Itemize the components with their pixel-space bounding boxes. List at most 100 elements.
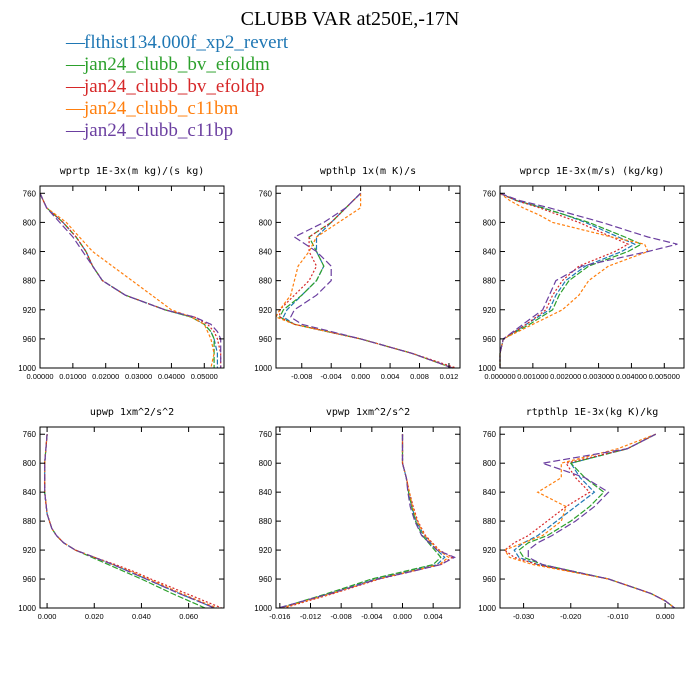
y-tick-label: 840 (483, 488, 497, 497)
y-tick-label: 800 (483, 459, 497, 468)
y-tick-label: 760 (259, 189, 273, 198)
x-tick-label: 0.000 (656, 612, 675, 621)
y-tick-label: 880 (23, 517, 37, 526)
series-line (39, 193, 215, 369)
legend-label: jan24_clubb_bv_efoldp (84, 76, 265, 97)
y-tick-label: 1000 (478, 604, 496, 613)
x-tick-label: 0.01000 (59, 372, 86, 381)
y-tick-label: 1000 (478, 364, 496, 373)
x-tick-label: 0.003000 (583, 372, 614, 381)
legend-item: —jan24_clubb_c11bp (66, 120, 288, 142)
x-tick-label: 0.005000 (649, 372, 680, 381)
y-tick-label: 800 (259, 459, 273, 468)
y-tick-label: 920 (483, 306, 497, 315)
series-line (499, 192, 643, 368)
series-line (44, 434, 215, 609)
x-tick-label: 0.004000 (616, 372, 647, 381)
series-line (289, 192, 453, 369)
legend-label: jan24_clubb_c11bp (84, 120, 234, 141)
series-line (278, 192, 453, 369)
y-tick-label: 760 (23, 430, 37, 439)
x-tick-label: 0.004 (381, 372, 400, 381)
y-tick-label: 800 (483, 218, 497, 227)
series-line (499, 192, 637, 368)
y-tick-label: 840 (23, 488, 37, 497)
y-tick-label: 920 (483, 546, 497, 555)
series-line (275, 193, 453, 369)
x-tick-label: -0.012 (300, 612, 321, 621)
legend: —flthist134.000f_xp2_revert —jan24_clubb… (66, 32, 288, 142)
x-tick-label: 0.000 (351, 372, 370, 381)
legend-item: —flthist134.000f_xp2_revert (66, 32, 288, 54)
y-tick-label: 760 (483, 430, 497, 439)
series-line (39, 193, 215, 368)
series-line (499, 192, 678, 368)
series-line (44, 434, 218, 609)
y-tick-label: 1000 (254, 364, 272, 373)
y-tick-label: 920 (23, 546, 37, 555)
y-tick-label: 920 (259, 306, 273, 315)
series-line (499, 192, 630, 368)
y-tick-label: 880 (259, 517, 273, 526)
legend-swatch: — (66, 76, 85, 97)
subplot: wprcp 1E-3x(m/s) (kg/kg) 760 800 840 880 920 9… (478, 166, 685, 381)
series-line (503, 433, 675, 609)
subplot: rtpthlp 1E-3x(kg K)/kg 760 800 840 880 920 960… (478, 407, 685, 621)
series-line (39, 193, 222, 368)
series-line (282, 192, 453, 369)
x-tick-label: 0.000 (393, 612, 412, 621)
y-tick-label: 800 (23, 459, 37, 468)
y-tick-label: 960 (259, 335, 273, 344)
x-tick-label: -0.010 (607, 612, 628, 621)
x-tick-label: 0.03000 (125, 372, 152, 381)
y-tick-label: 880 (23, 277, 37, 286)
figure-title: CLUBB VAR at250E,-17N (240, 8, 460, 30)
x-tick-label: -0.020 (560, 612, 581, 621)
y-tick-label: 920 (259, 546, 273, 555)
y-tick-label: 880 (483, 517, 497, 526)
legend-swatch: — (66, 32, 85, 53)
x-tick-label: -0.004 (361, 612, 382, 621)
series-line (278, 434, 457, 609)
x-tick-label: -0.008 (331, 612, 352, 621)
y-tick-label: 1000 (254, 604, 272, 613)
legend-swatch: — (66, 54, 85, 75)
x-tick-label: 0.04000 (158, 372, 185, 381)
y-tick-label: 920 (23, 306, 37, 315)
x-tick-label: 0.040 (132, 612, 151, 621)
subplot-title: wprtp 1E-3x(m kg)/(s kg) (60, 166, 205, 177)
x-tick-label: -0.030 (513, 612, 534, 621)
x-tick-label: -0.016 (269, 612, 290, 621)
subplot: upwp 1xm^2/s^2 760 800 840 880 920 960 10000.00… (18, 407, 225, 621)
y-tick-label: 1000 (18, 604, 36, 613)
y-tick-label: 760 (259, 430, 273, 439)
series-line (44, 434, 215, 609)
legend-label: jan24_clubb_bv_efoldm (84, 54, 270, 75)
series-line (44, 434, 206, 609)
y-tick-label: 880 (483, 277, 497, 286)
plot-frame (499, 185, 685, 369)
series-line (44, 434, 222, 609)
series-line (527, 433, 675, 609)
x-tick-label: 0.000000 (484, 372, 515, 381)
subplot-title: wprcp 1E-3x(m/s) (kg/kg) (520, 166, 665, 177)
x-tick-label: 0.000 (38, 612, 57, 621)
y-tick-label: 760 (23, 189, 37, 198)
y-tick-label: 760 (483, 189, 497, 198)
y-tick-label: 960 (259, 575, 273, 584)
subplot: wprtp 1E-3x(m kg)/(s kg) 760 800 840 880 920 9… (18, 166, 225, 381)
x-tick-label: 0.008 (410, 372, 429, 381)
y-tick-label: 800 (23, 218, 37, 227)
plot-frame (275, 185, 461, 369)
x-tick-label: 0.012 (440, 372, 459, 381)
x-tick-label: 0.004 (424, 612, 443, 621)
y-tick-label: 960 (483, 335, 497, 344)
x-tick-label: 0.060 (179, 612, 198, 621)
subplot: wpthlp 1x(m K)/s 760 800 840 880 920 960 1000 -0… (254, 166, 461, 381)
legend-item: —jan24_clubb_c11bm (66, 98, 288, 120)
plot-frame (39, 426, 225, 609)
x-tick-label: 0.001000 (517, 372, 548, 381)
legend-swatch: — (66, 120, 85, 141)
y-tick-label: 960 (23, 335, 37, 344)
subplot-title: wpthlp 1x(m K)/s (320, 166, 416, 177)
